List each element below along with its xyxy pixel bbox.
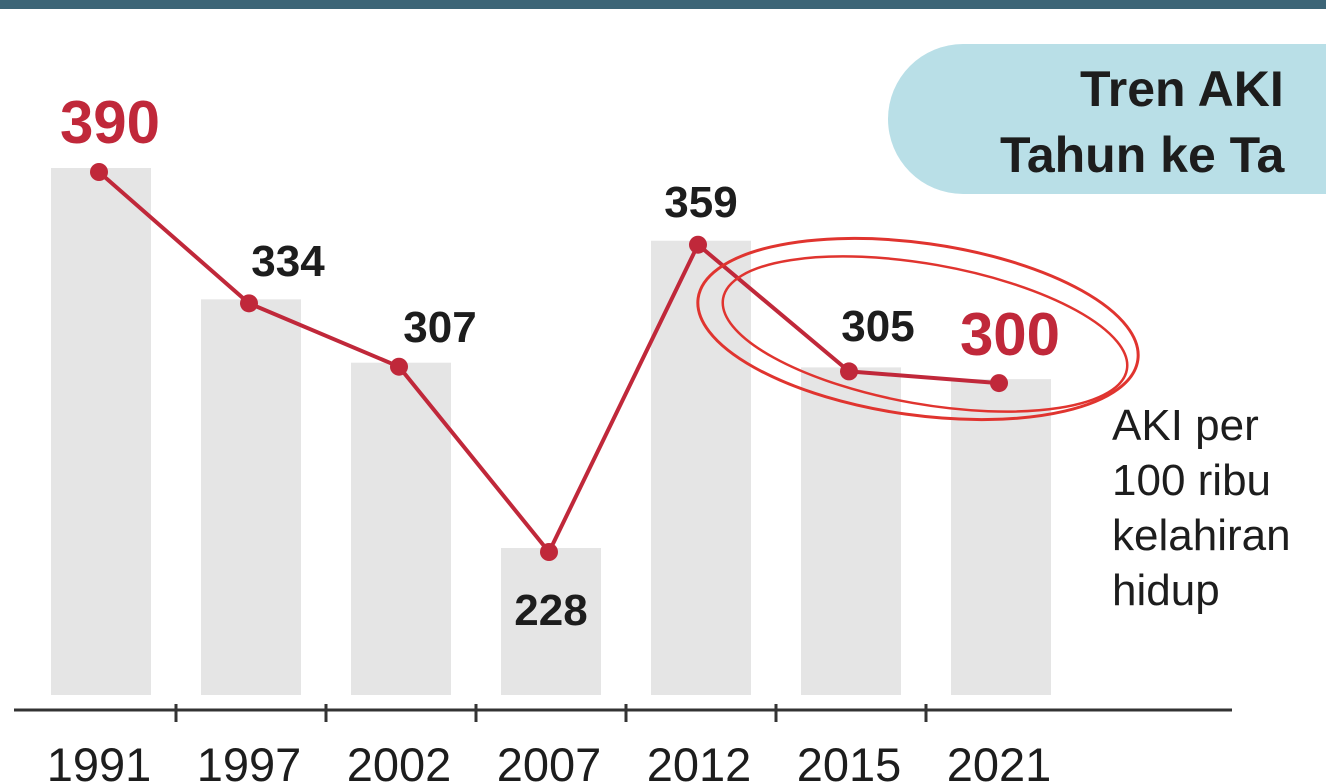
point-2007 (540, 543, 558, 561)
point-1997 (240, 294, 258, 313)
x-tick-label-2007: 2007 (497, 738, 602, 784)
value-label-2015: 305 (841, 302, 914, 351)
x-tick-label-2015: 2015 (797, 738, 902, 784)
annotation-circle (696, 236, 1140, 422)
chart-title-line-2: Tahun ke Ta (1000, 127, 1285, 183)
top-rule (0, 0, 1326, 9)
value-label-2007: 228 (514, 586, 587, 635)
point-2021 (990, 374, 1008, 393)
value-labels-group: 390 334 307 228 359 305 300 (60, 89, 1060, 635)
bar-2015 (801, 367, 901, 695)
value-label-2002: 307 (403, 303, 476, 352)
unit-label: AKI per 100 ribu kelahiran hidup (1112, 401, 1291, 615)
chart-title-line-1: Tren AKI (1080, 61, 1284, 117)
bar-1991 (51, 168, 151, 695)
point-2012 (689, 235, 707, 254)
bar-2007 (501, 548, 601, 695)
x-tick-label-2021: 2021 (947, 738, 1052, 784)
x-axis (14, 704, 1232, 722)
annotation-ellipse-outer (696, 236, 1140, 422)
bar-2002 (351, 362, 451, 695)
point-2015 (840, 362, 858, 381)
x-tick-label-1991: 1991 (47, 738, 152, 784)
x-tick-label-2012: 2012 (647, 738, 752, 784)
point-1991 (90, 163, 108, 181)
title-banner (888, 44, 1326, 194)
annotation-ellipse-inner (721, 255, 1129, 413)
bar-1997 (201, 299, 301, 695)
x-tick-label-2002: 2002 (347, 738, 452, 784)
value-label-1997: 334 (251, 237, 325, 286)
value-label-1991: 390 (60, 89, 160, 156)
bar-2021 (951, 379, 1051, 695)
point-2002 (390, 357, 408, 376)
x-tick-label-1997: 1997 (197, 738, 302, 784)
value-label-2021: 300 (960, 301, 1060, 368)
value-label-2012: 359 (664, 178, 737, 227)
points-group (90, 163, 1008, 561)
tick-labels-group: 1991 1997 2002 2007 2012 2015 2021 (47, 738, 1052, 784)
bars-group (51, 168, 1051, 695)
